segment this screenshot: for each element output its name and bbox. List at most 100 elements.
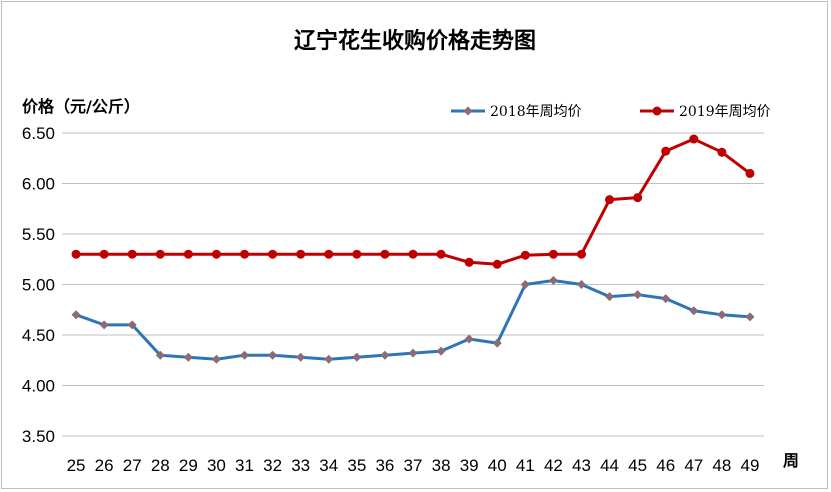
data-point xyxy=(71,249,81,259)
data-point xyxy=(661,146,671,156)
legend-label: 2018年周均价 xyxy=(490,104,582,120)
x-tick-label: 49 xyxy=(740,456,759,475)
data-point xyxy=(576,249,586,259)
x-tick-label: 36 xyxy=(375,456,394,475)
data-point xyxy=(324,249,334,259)
data-point xyxy=(155,350,165,360)
data-point xyxy=(296,249,306,259)
data-point xyxy=(661,294,671,304)
series-line xyxy=(76,137,751,266)
legend-label: 2019年周均价 xyxy=(679,104,771,120)
data-point xyxy=(211,249,221,259)
x-tick-label: 28 xyxy=(151,456,170,475)
data-point xyxy=(183,249,193,259)
x-tick-label: 43 xyxy=(572,456,591,475)
x-tick-label: 46 xyxy=(656,456,675,475)
data-point xyxy=(745,168,755,178)
data-point xyxy=(745,312,755,322)
data-point xyxy=(127,249,137,259)
series-layer xyxy=(71,134,755,364)
data-point xyxy=(436,346,446,356)
data-point xyxy=(464,334,474,344)
x-tick-label: 32 xyxy=(263,456,282,475)
data-point xyxy=(717,147,727,157)
data-point xyxy=(268,350,278,360)
y-tick-label: 6.00 xyxy=(22,175,55,194)
x-tick-label: 30 xyxy=(207,456,226,475)
x-tick-label: 27 xyxy=(123,456,142,475)
data-point xyxy=(548,275,558,285)
y-tick-label: 5.50 xyxy=(22,225,55,244)
data-point xyxy=(548,249,558,259)
data-point xyxy=(492,259,502,269)
data-point xyxy=(689,306,699,316)
data-point xyxy=(689,134,699,144)
series-line xyxy=(75,278,751,361)
data-point xyxy=(380,249,390,259)
y-tick-label: 4.00 xyxy=(22,377,55,396)
x-tick-labels: 25 26 27 28 29 30 31 32 33 34 35 36 37 38 39 40 41 42 43 44… xyxy=(67,456,760,475)
data-point xyxy=(324,354,334,364)
data-point xyxy=(633,193,643,203)
data-point xyxy=(717,310,727,320)
data-point xyxy=(408,249,418,259)
data-point xyxy=(605,195,615,205)
legend-item: 2019年周均价 xyxy=(640,104,771,120)
x-tick-label: 47 xyxy=(684,456,703,475)
data-point xyxy=(240,249,250,259)
legend-marker xyxy=(463,106,473,116)
chart-title: 辽宁花生收购价格走势图 xyxy=(294,28,536,54)
legend-item: 2018年周均价 xyxy=(451,104,582,120)
x-tick-label: 39 xyxy=(460,456,479,475)
data-point xyxy=(352,249,362,259)
data-point xyxy=(605,292,615,302)
x-tick-label: 33 xyxy=(291,456,310,475)
data-point xyxy=(71,310,81,320)
x-tick-label: 41 xyxy=(516,456,535,475)
x-tick-label: 42 xyxy=(544,456,563,475)
series-1 xyxy=(71,275,755,364)
data-point xyxy=(99,249,109,259)
x-tick-label: 38 xyxy=(432,456,451,475)
data-point xyxy=(464,257,474,267)
x-tick-label: 37 xyxy=(404,456,423,475)
x-tick-label: 25 xyxy=(67,456,86,475)
data-point xyxy=(127,320,137,330)
y-tick-labels: 3.50 4.00 4.50 5.00 5.50 6.00 6.50 xyxy=(22,124,55,446)
data-point xyxy=(155,249,165,259)
data-point xyxy=(436,249,446,259)
series-2 xyxy=(71,134,755,269)
data-point xyxy=(408,348,418,358)
x-tick-label: 44 xyxy=(600,456,619,475)
x-tick-label: 31 xyxy=(235,456,254,475)
y-tick-label: 5.00 xyxy=(22,276,55,295)
x-tick-label: 48 xyxy=(712,456,731,475)
y-axis-label: 价格（元/公斤） xyxy=(22,97,140,116)
x-tick-label: 34 xyxy=(319,456,338,475)
data-point xyxy=(380,350,390,360)
data-point xyxy=(211,354,221,364)
x-tick-label: 45 xyxy=(628,456,647,475)
data-point xyxy=(492,338,502,348)
y-tick-label: 6.50 xyxy=(22,124,55,143)
data-point xyxy=(296,352,306,362)
data-point xyxy=(520,280,530,289)
x-tick-label: 26 xyxy=(95,456,114,475)
data-point xyxy=(240,350,250,360)
y-tick-label: 3.50 xyxy=(22,427,55,446)
legend: 2018年周均价 2019年周均价 xyxy=(451,104,771,120)
y-tick-label: 4.50 xyxy=(22,326,55,345)
x-tick-label: 35 xyxy=(347,456,366,475)
data-point xyxy=(99,320,109,330)
data-point xyxy=(520,250,530,260)
gridlines xyxy=(62,132,764,437)
x-tick-label: 29 xyxy=(179,456,198,475)
x-axis-label: 周 xyxy=(783,451,799,470)
data-point xyxy=(633,290,643,300)
legend-marker xyxy=(652,106,662,116)
data-point xyxy=(268,249,278,259)
data-point xyxy=(576,280,586,289)
data-point xyxy=(183,352,193,362)
